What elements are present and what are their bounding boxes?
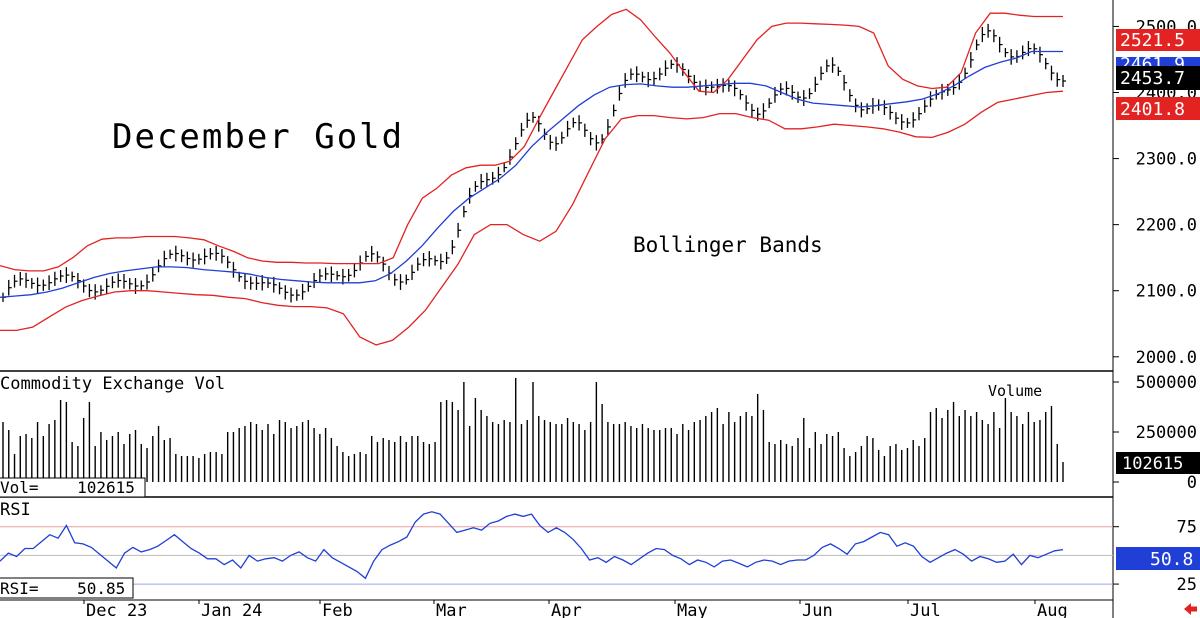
price-series-line-1	[0, 50, 1063, 298]
y-tick-label: 2000.0	[1136, 348, 1197, 368]
y-tick-label: 25	[1177, 575, 1197, 595]
last-price-value: 2453.7	[1120, 68, 1185, 89]
rsi-readout-box	[0, 577, 134, 599]
rsi-reference-lines	[0, 526, 1113, 585]
rsi-last-value: 50.8	[1150, 549, 1193, 570]
x-tick-label: Feb	[322, 601, 353, 618]
y-tick-label: 75	[1177, 518, 1197, 538]
x-tick-label: Jul	[910, 601, 941, 618]
rsi-panel-title: RSI	[0, 500, 31, 520]
rsi-series-line-0	[0, 511, 1064, 580]
lower-band-value: 2401.8	[1120, 99, 1185, 120]
x-tick-label: Aug	[1037, 601, 1068, 618]
volume-readout-box	[0, 477, 146, 498]
x-axis-ticks: Dec 23 Jan 24 Feb Mar Apr May Jun Jul Aug	[83, 600, 1068, 618]
rsi-readout: RSI= 50.85	[0, 579, 125, 598]
x-tick-label: Jan 24	[201, 601, 262, 618]
price-series-line-0	[0, 8, 1063, 272]
upper-band-value: 2521.5	[1120, 30, 1185, 51]
y-tick-label: 500000	[1136, 373, 1197, 393]
volume-last-badge	[1116, 452, 1200, 474]
x-tick-label: May	[677, 601, 708, 618]
y-tick-label: 0	[1187, 473, 1197, 493]
price-label-badges: 2521.5 2461.9 2453.7 2401.8 102615 50.8	[1116, 29, 1200, 570]
lower-band-badge	[1116, 97, 1200, 120]
rsi-last-badge	[1116, 547, 1200, 570]
y-tick-label: 250000	[1136, 423, 1197, 443]
scroll-left-arrow-icon[interactable]	[1184, 603, 1197, 615]
bollinger-lines	[0, 8, 1064, 346]
last-price-badge	[1116, 66, 1200, 90]
y-tick-label: 2200.0	[1136, 216, 1197, 236]
volume-readout: Vol= 102615	[0, 478, 135, 497]
chart-title: December Gold	[112, 117, 404, 157]
y-tick-label: 2300.0	[1136, 150, 1197, 170]
x-tick-label: Apr	[551, 601, 582, 618]
rsi-line	[0, 511, 1064, 580]
bollinger-annotation: Bollinger Bands	[633, 233, 823, 257]
panel-frames	[0, 0, 1114, 618]
x-tick-label: Dec 23	[86, 601, 147, 618]
x-tick-label: Mar	[436, 601, 467, 618]
x-tick-label: Jun	[802, 601, 833, 618]
price-bars	[2, 23, 1066, 303]
price-series-line-2	[0, 90, 1064, 346]
y-tick-label: 2100.0	[1136, 282, 1197, 302]
volume-label: Volume	[988, 382, 1042, 400]
volume-last-value: 102615	[1122, 454, 1183, 474]
volume-panel-title: Commodity Exchange Vol	[0, 374, 225, 394]
volume-bars	[2, 378, 1064, 482]
upper-band-badge	[1116, 29, 1200, 51]
